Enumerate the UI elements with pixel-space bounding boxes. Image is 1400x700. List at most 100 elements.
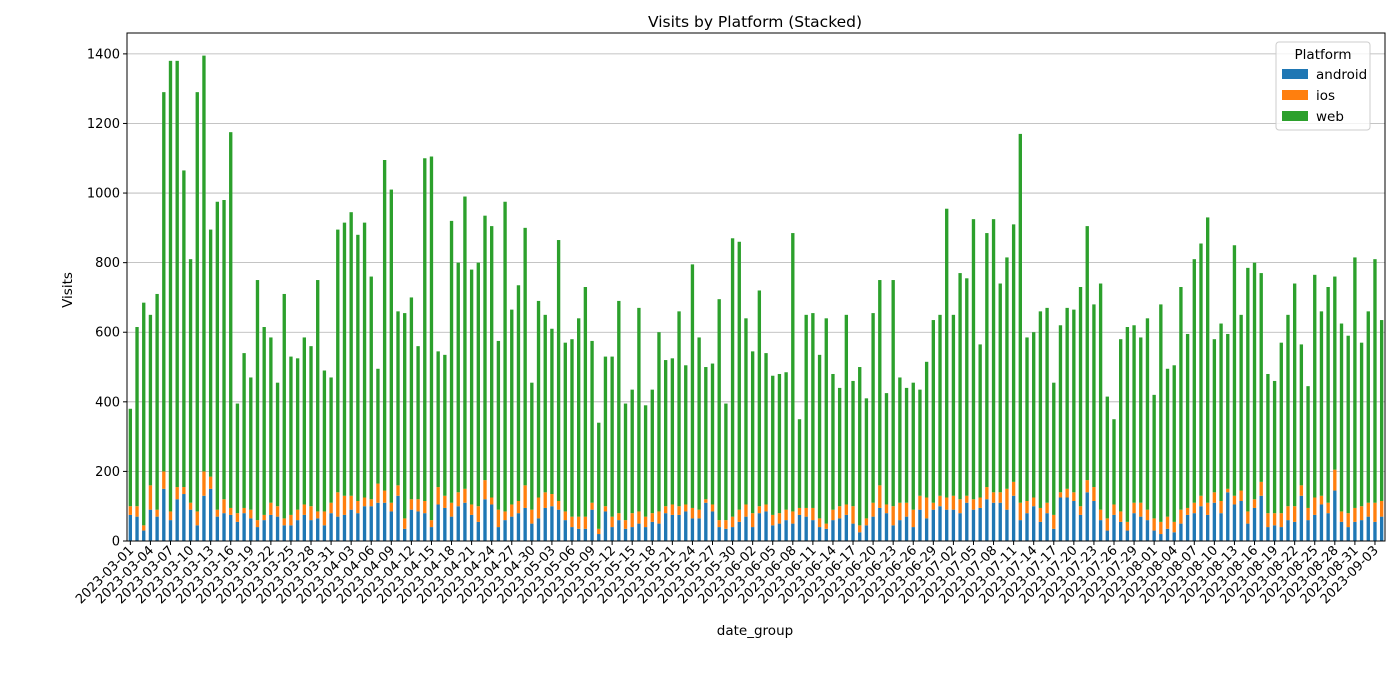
bar-web [389, 189, 393, 503]
bar-android [764, 511, 768, 541]
bar-web [1165, 368, 1170, 517]
bar-android [282, 525, 286, 541]
bar-ios [1339, 511, 1344, 522]
bar-android [503, 520, 507, 541]
bar-web [945, 208, 949, 498]
bar-android [1098, 520, 1103, 541]
bar-web [690, 264, 695, 508]
bar-android [128, 514, 133, 541]
bar-android [316, 518, 320, 541]
bar-web [804, 314, 808, 508]
bar-web [309, 346, 313, 507]
bar-web [650, 389, 654, 514]
bar-ios [1366, 502, 1370, 517]
bar-web [1286, 314, 1290, 507]
bar-android [1032, 506, 1036, 541]
legend-swatch-web [1282, 111, 1308, 121]
bar-web [255, 280, 260, 521]
bar-android [168, 520, 173, 541]
bar-web [188, 259, 193, 503]
bar-web [249, 377, 253, 510]
bar-android [490, 504, 494, 541]
bar-web [202, 55, 206, 472]
bar-ios [1239, 490, 1243, 501]
bar-android [657, 523, 661, 541]
bar-web [1038, 311, 1043, 508]
bar-web [590, 340, 594, 503]
bar-android [1373, 521, 1377, 541]
y-tick-label: 1000 [87, 187, 120, 202]
bar-ios [804, 507, 808, 517]
bar-web [1072, 309, 1076, 493]
bar-web [1206, 217, 1210, 503]
bar-ios [135, 506, 139, 517]
bar-web [617, 300, 621, 514]
bar-ios [536, 497, 541, 519]
bar-ios [577, 516, 581, 529]
bar-web [663, 360, 668, 507]
bar-ios [282, 518, 286, 526]
bar-web [1272, 380, 1277, 514]
bar-web [603, 356, 608, 507]
bar-android [449, 516, 454, 541]
bar-ios [309, 506, 313, 521]
bar-ios [142, 525, 146, 531]
bar-android [737, 521, 741, 541]
bar-ios [771, 514, 775, 526]
legend-title: Platform [1295, 47, 1352, 63]
bar-ios [643, 516, 648, 528]
bar-android [1299, 495, 1304, 541]
bar-android [510, 516, 514, 541]
plot-frame [126, 32, 1386, 542]
bar-web [162, 92, 166, 472]
bar-ios [1359, 506, 1364, 521]
bar-ios [1373, 502, 1377, 522]
bar-android [1246, 523, 1250, 541]
bar-ios [349, 495, 353, 510]
legend: Platform android ios web [1275, 41, 1371, 131]
bar-web [208, 229, 213, 477]
bar-ios [851, 506, 855, 524]
bar-ios [710, 504, 715, 512]
bar-web [623, 403, 628, 521]
bar-ios [382, 490, 387, 503]
bar-ios [750, 513, 755, 528]
bar-ios [610, 516, 614, 528]
bar-web [1259, 273, 1263, 482]
bar-android [817, 527, 822, 541]
bar-ios [630, 513, 634, 528]
bar-web [262, 327, 266, 515]
bar-android [1018, 520, 1022, 541]
bar-android [148, 509, 153, 541]
bar-web [456, 262, 460, 493]
bar-android [1105, 530, 1109, 541]
bar-web [1199, 243, 1203, 496]
bar-web [724, 403, 728, 521]
bar-android [269, 514, 273, 541]
legend-label-android: android [1316, 67, 1367, 83]
bar-ios [302, 504, 306, 515]
bar-web [1065, 307, 1069, 489]
bar-ios [985, 487, 989, 500]
bar-android [697, 518, 701, 541]
bar-android [791, 523, 795, 541]
bar-android [436, 504, 440, 541]
bar-ios [476, 506, 480, 522]
bar-ios [168, 511, 173, 521]
bar-web [476, 262, 480, 507]
bar-android [556, 509, 561, 541]
bar-web [1011, 224, 1016, 482]
bar-android [904, 516, 909, 541]
bar-android [1379, 516, 1384, 541]
bar-ios [1185, 507, 1190, 515]
bar-android [1078, 514, 1083, 541]
bar-web [991, 219, 996, 493]
bar-web [1098, 283, 1103, 510]
bar-web [1052, 382, 1056, 515]
bar-android [1219, 513, 1223, 541]
bar-web [429, 156, 434, 521]
bar-android [1306, 520, 1310, 541]
bar-ios [657, 511, 661, 524]
bar-ios [1139, 502, 1143, 517]
bar-ios [684, 504, 688, 512]
